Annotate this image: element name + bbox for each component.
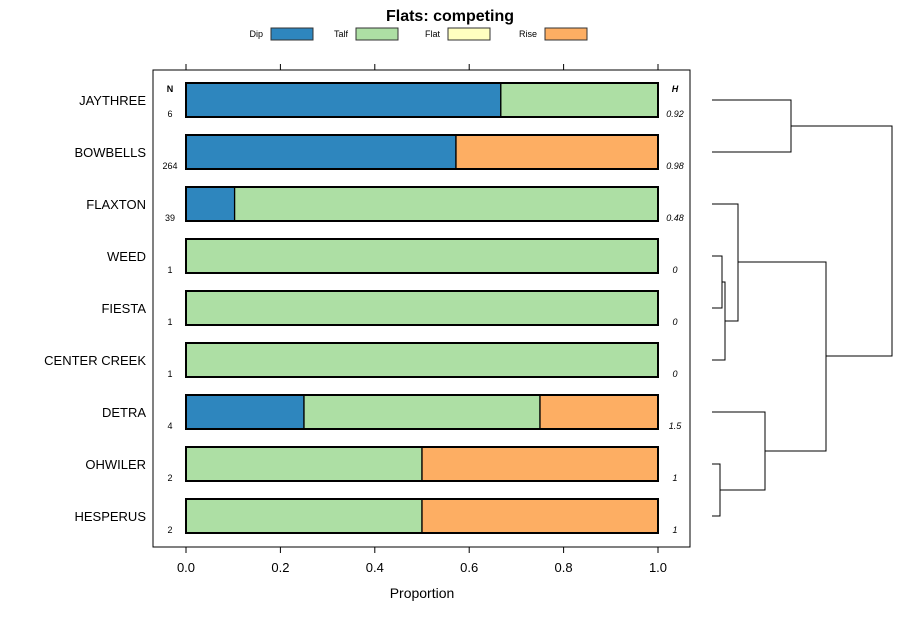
h-value: 1 bbox=[672, 473, 677, 483]
chart-title: Flats: competing bbox=[386, 8, 514, 25]
bar-row: JAYTHREE 6 0.92 bbox=[79, 82, 684, 119]
n-value: 1 bbox=[167, 265, 172, 275]
bar-row: BOWBELLS 264 0.98 bbox=[74, 134, 684, 171]
bar-segment-talf bbox=[185, 446, 423, 482]
n-value: 6 bbox=[167, 109, 172, 119]
bar-outline bbox=[185, 290, 659, 326]
h-header: H bbox=[672, 84, 679, 94]
n-value: 4 bbox=[167, 421, 172, 431]
legend-label-talf: Talf bbox=[334, 29, 349, 39]
category-label: FLAXTON bbox=[86, 197, 146, 212]
h-value: 1 bbox=[672, 525, 677, 535]
bar-segment-rise bbox=[455, 134, 659, 170]
n-value: 39 bbox=[165, 213, 175, 223]
category-label: WEED bbox=[107, 249, 146, 264]
x-tick-label: 0.6 bbox=[460, 560, 478, 575]
n-header: N bbox=[167, 84, 174, 94]
dendrogram-branch bbox=[712, 255, 723, 309]
bar-row: DETRA 4 1.5 bbox=[102, 394, 683, 431]
bar-segment-talf bbox=[185, 290, 659, 326]
bar-outline bbox=[185, 394, 659, 430]
x-tick-label: 0.2 bbox=[271, 560, 289, 575]
bar-outline bbox=[185, 498, 659, 534]
bar-segment-rise bbox=[421, 446, 659, 482]
bar-outline bbox=[185, 134, 659, 170]
bar-row: OHWILER 2 1 bbox=[85, 446, 678, 483]
plot-panel bbox=[152, 69, 691, 548]
x-tick-label: 0.8 bbox=[555, 560, 573, 575]
bar-segment-dip bbox=[185, 186, 236, 222]
bar-segment-dip bbox=[185, 394, 305, 430]
h-value: 0.48 bbox=[666, 213, 684, 223]
bar-row: CENTER CREEK 1 0 bbox=[44, 342, 678, 379]
x-tick-label: 0.4 bbox=[366, 560, 384, 575]
legend-label-flat: Flat bbox=[425, 29, 441, 39]
category-label: CENTER CREEK bbox=[44, 353, 146, 368]
bar-row: FLAXTON 39 0.48 bbox=[86, 186, 684, 223]
bar-segment-dip bbox=[185, 82, 502, 118]
legend-swatch-rise bbox=[544, 27, 588, 41]
dendrogram-branch bbox=[791, 125, 893, 357]
h-value: 0.92 bbox=[666, 109, 684, 119]
x-axis-label: Proportion bbox=[390, 585, 455, 601]
x-tick-label: 1.0 bbox=[649, 560, 667, 575]
n-value: 2 bbox=[167, 525, 172, 535]
h-value: 0.98 bbox=[666, 161, 684, 171]
x-tick-label: 0.0 bbox=[177, 560, 195, 575]
bar-segment-talf bbox=[185, 498, 423, 534]
bar-row: WEED 1 0 bbox=[107, 238, 678, 275]
dendrogram-branch bbox=[712, 281, 726, 361]
bar-segment-rise bbox=[421, 498, 659, 534]
h-value: 1.5 bbox=[669, 421, 683, 431]
n-value: 264 bbox=[162, 161, 177, 171]
category-label: DETRA bbox=[102, 405, 146, 420]
bar-outline bbox=[185, 446, 659, 482]
h-value: 0 bbox=[672, 265, 677, 275]
category-label: BOWBELLS bbox=[74, 145, 146, 160]
category-label: OHWILER bbox=[85, 457, 146, 472]
category-label: FIESTA bbox=[101, 301, 146, 316]
bar-segment-talf bbox=[233, 186, 659, 222]
bar-outline bbox=[185, 238, 659, 274]
bar-segment-talf bbox=[185, 238, 659, 274]
dendrogram-branch bbox=[712, 99, 792, 153]
bar-segment-talf bbox=[303, 394, 541, 430]
h-value: 0 bbox=[672, 317, 677, 327]
n-value: 1 bbox=[167, 317, 172, 327]
h-value: 0 bbox=[672, 369, 677, 379]
legend-label-dip: Dip bbox=[249, 29, 263, 39]
dendrogram-branch bbox=[712, 463, 721, 517]
n-value: 1 bbox=[167, 369, 172, 379]
category-label: HESPERUS bbox=[74, 509, 146, 524]
dendrogram bbox=[712, 99, 893, 517]
bar-outline bbox=[185, 82, 659, 118]
bar-outline bbox=[185, 186, 659, 222]
category-label: JAYTHREE bbox=[79, 93, 146, 108]
bar-row: FIESTA 1 0 bbox=[101, 290, 678, 327]
legend-swatch-dip bbox=[270, 27, 314, 41]
bar-segment-dip bbox=[185, 134, 457, 170]
legend: Dip Talf Flat Rise bbox=[249, 27, 588, 41]
legend-swatch-flat bbox=[447, 27, 491, 41]
bar-row: HESPERUS 2 1 bbox=[74, 498, 678, 535]
legend-swatch-talf bbox=[355, 27, 399, 41]
bar-segment-talf bbox=[500, 82, 659, 118]
legend-label-rise: Rise bbox=[519, 29, 537, 39]
bar-segment-rise bbox=[539, 394, 659, 430]
bar-segment-talf bbox=[185, 342, 659, 378]
n-value: 2 bbox=[167, 473, 172, 483]
bar-outline bbox=[185, 342, 659, 378]
dendrogram-branch bbox=[738, 261, 827, 452]
